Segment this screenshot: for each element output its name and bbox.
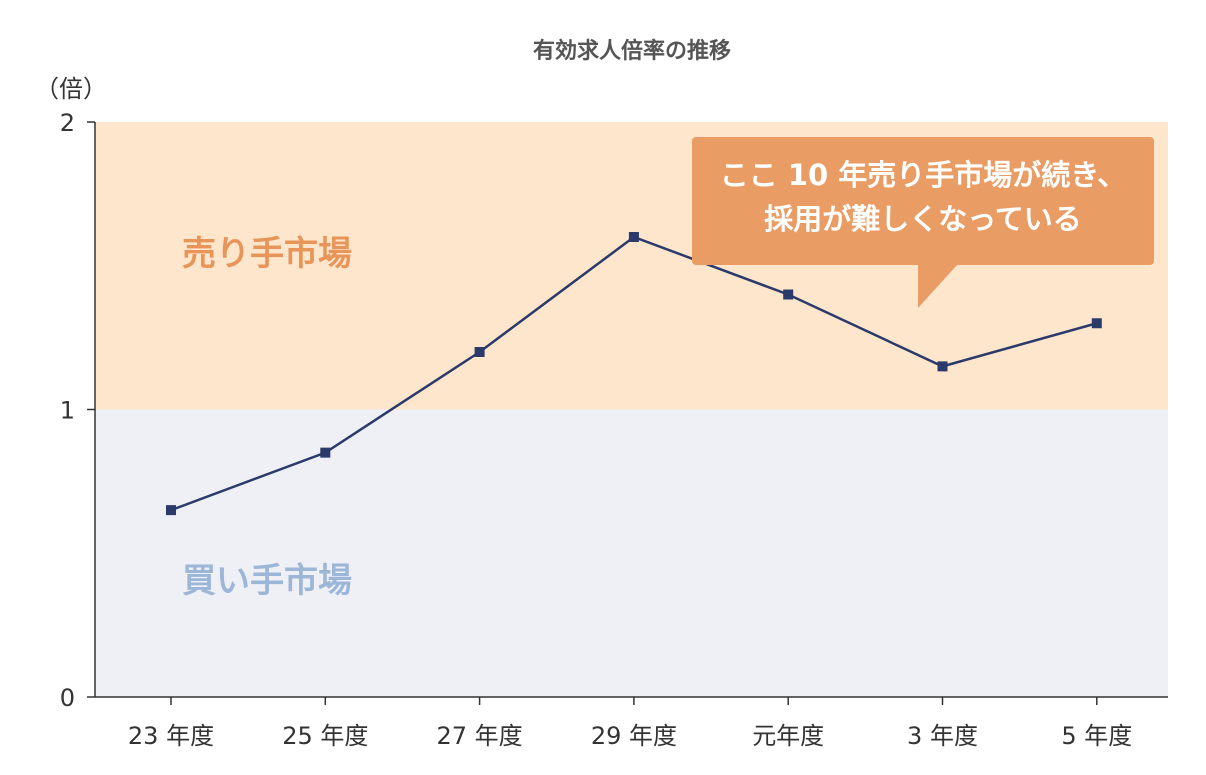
callout-line-1: ここ 10 年売り手市場が続き、: [720, 158, 1127, 192]
x-tick-label: 3 年度: [907, 722, 978, 750]
x-tick-label: 23 年度: [128, 722, 214, 750]
data-point: [628, 232, 639, 242]
data-point: [937, 361, 948, 372]
zone-label: 買い手市場: [182, 561, 352, 601]
y-tick-label: 1: [60, 397, 75, 425]
series: [166, 232, 1102, 516]
data-point: [1091, 318, 1102, 329]
x-tick-label: 5 年度: [1061, 722, 1132, 750]
annotation-callout: ここ 10 年売り手市場が続き、 採用が難しくなっている: [692, 137, 1154, 308]
x-ticks: 23 年度 25 年度 27 年度 29 年度 元年度 3 年度 5 年度: [128, 697, 1132, 750]
data-point: [474, 347, 485, 357]
y-tick-label: 0: [60, 684, 75, 712]
zone-label: 売り手市場: [182, 234, 352, 274]
data-point: [320, 447, 331, 458]
callout-box: [692, 137, 1154, 265]
chart-title: 有効求人倍率の推移: [533, 38, 731, 64]
x-tick-label: 27 年度: [437, 722, 523, 750]
x-tick-label: 25 年度: [282, 722, 368, 750]
x-tick-label: 29 年度: [591, 722, 677, 750]
y-axis-unit-label: （倍）: [35, 75, 107, 103]
data-point: [166, 505, 176, 516]
y-ticks: 0 1 2: [60, 109, 95, 712]
y-tick-label: 2: [60, 109, 75, 137]
callout-line-2: 採用が難しくなっている: [764, 202, 1082, 236]
zone-band: [95, 409, 1168, 697]
x-tick-label: 元年度: [752, 722, 824, 750]
callout-tail: [918, 264, 958, 308]
data-point: [783, 289, 794, 300]
